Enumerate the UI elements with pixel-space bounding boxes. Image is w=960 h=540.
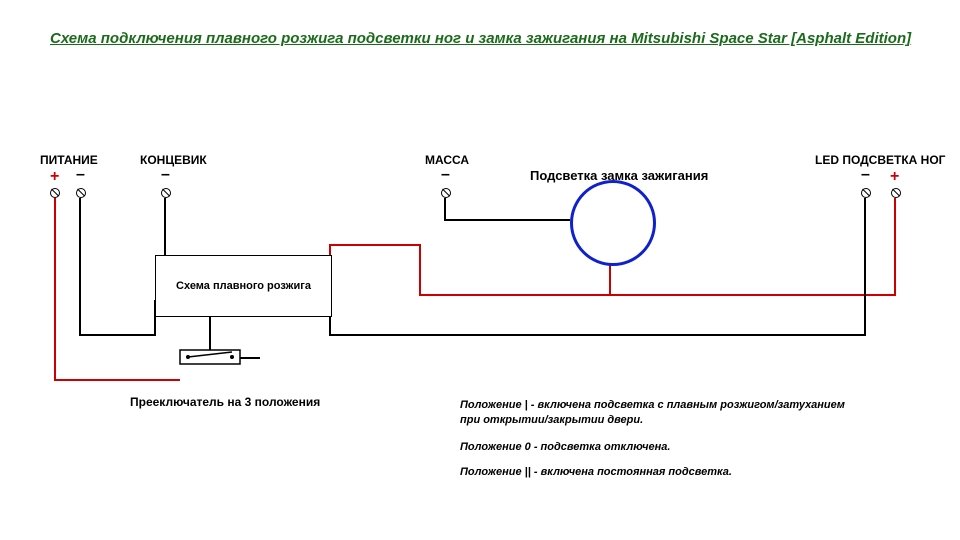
module-box: Схема плавного розжига bbox=[155, 255, 332, 317]
legend-2: Положение 0 - подсветка отключена. bbox=[460, 440, 670, 455]
wiring bbox=[0, 0, 960, 540]
legend-1: Положение | - включена подсветка с плавн… bbox=[460, 398, 860, 429]
legend-3: Положение || - включена постоянная подсв… bbox=[460, 465, 732, 480]
module-label: Схема плавного розжига bbox=[176, 280, 311, 292]
ignition-light bbox=[570, 180, 656, 266]
switch-label: Прееключатель на 3 положения bbox=[130, 395, 320, 409]
